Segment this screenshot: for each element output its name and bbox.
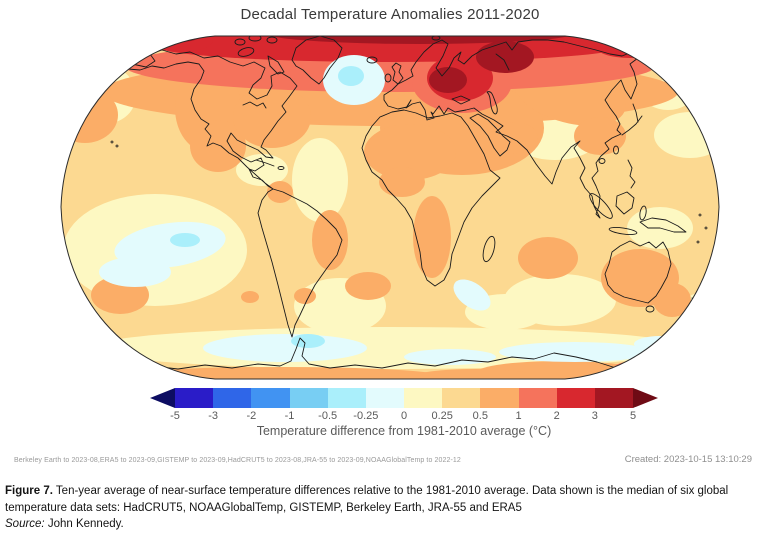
colorbar-label: Temperature difference from 1981-2010 av… — [256, 424, 552, 438]
australia-outline — [604, 240, 672, 304]
colorbar-ticks: -5 -3 -2 -1 -0.5 -0.25 0 0.25 0.5 1 2 3 5 — [170, 410, 637, 424]
dataset-versions-note: Berkeley Earth to 2023-08,ERA5 to 2023-0… — [14, 457, 461, 464]
colorbar-tick-label: -0.25 — [353, 410, 379, 422]
colorbar-tick-label: -2 — [246, 410, 257, 422]
colorbar-tick-label: 0.5 — [472, 410, 488, 422]
sulawesi — [639, 205, 647, 221]
colorbar-segment — [251, 388, 290, 408]
colorbar-segment — [289, 388, 328, 408]
borneo — [615, 191, 635, 215]
java — [608, 226, 638, 236]
colorbar-segment — [518, 388, 557, 408]
new-guinea — [639, 217, 687, 233]
africa-outline — [361, 109, 501, 287]
arctic-island — [234, 38, 246, 46]
madagascar — [482, 235, 496, 263]
colorbar-tick-label: 2 — [553, 410, 560, 422]
cuba — [255, 159, 275, 167]
north-america-outline — [117, 49, 298, 190]
colorbar-segment — [213, 388, 252, 408]
baffin-island — [267, 55, 285, 75]
colorbar-tick-label: -3 — [208, 410, 219, 422]
black-sea — [451, 95, 471, 105]
arctic-island — [266, 36, 278, 44]
eurasia-outline — [383, 39, 639, 219]
new-zealand-north — [691, 297, 698, 312]
pacific-island — [698, 213, 702, 217]
arctic-island — [248, 36, 262, 42]
caspian-sea — [486, 91, 498, 115]
colorbar-segment — [594, 388, 634, 408]
colorbar-tick-label: -0.5 — [318, 410, 338, 422]
colorbar-segment — [175, 388, 214, 408]
colorbar-under-arrow — [150, 388, 175, 408]
colorbar-segment — [327, 388, 366, 408]
colorbar-segment — [442, 388, 481, 408]
tasmania — [645, 305, 655, 313]
colorbar-tick-label: 0 — [400, 410, 408, 422]
greenland-outline — [291, 36, 343, 85]
colorbar-tick-label: -1 — [284, 410, 295, 422]
colorbar-tick-label: 3 — [591, 410, 598, 422]
arctic-island — [237, 47, 255, 57]
hawaii — [110, 140, 114, 144]
hawaii — [115, 144, 119, 148]
south-america-outline — [257, 188, 343, 338]
hainan — [598, 158, 606, 164]
ireland — [384, 73, 392, 83]
figure-caption: Figure 7. Ten-year average of near-surfa… — [5, 483, 767, 533]
colorbar-over-arrow — [633, 388, 658, 408]
anomaly-field — [61, 36, 719, 379]
iceland — [366, 56, 378, 64]
colorbar-segment — [480, 388, 519, 408]
colorbar-tick-label: -5 — [170, 410, 180, 422]
arabia-outline — [469, 113, 511, 157]
world-map-svg — [60, 35, 720, 380]
figure-label: Figure 7. — [5, 485, 53, 497]
novaya-zemlya — [495, 53, 510, 71]
colorbar-segments — [175, 388, 634, 408]
japan — [621, 115, 643, 136]
colorbar-tick-label: 0.25 — [431, 410, 453, 422]
source-label: Source: — [5, 518, 45, 530]
colorbar-segment — [556, 388, 595, 408]
created-timestamp: Created: 2023-10-15 13:10:29 — [624, 454, 752, 465]
pacific-island — [704, 226, 708, 230]
great-lakes — [242, 101, 267, 109]
taiwan — [613, 145, 619, 155]
chart-title: Decadal Temperature Anomalies 2011-2020 — [240, 6, 540, 23]
svalbard — [431, 36, 441, 41]
source-text: John Kennedy. — [44, 518, 124, 530]
antarctica-coast — [125, 337, 649, 377]
sakhalin — [632, 103, 639, 123]
colorbar-tick-label: 1 — [515, 410, 522, 422]
colorbar-segment — [404, 388, 443, 408]
sumatra — [589, 193, 613, 219]
colorbar-tick-label: 5 — [629, 410, 637, 422]
projection-outline — [60, 35, 720, 380]
philippines — [627, 159, 636, 189]
world-map — [60, 35, 720, 380]
pacific-island — [696, 240, 700, 244]
caption-text: Ten-year average of near-surface tempera… — [5, 485, 729, 514]
colorbar-segment — [365, 388, 405, 408]
hispaniola — [277, 166, 285, 170]
